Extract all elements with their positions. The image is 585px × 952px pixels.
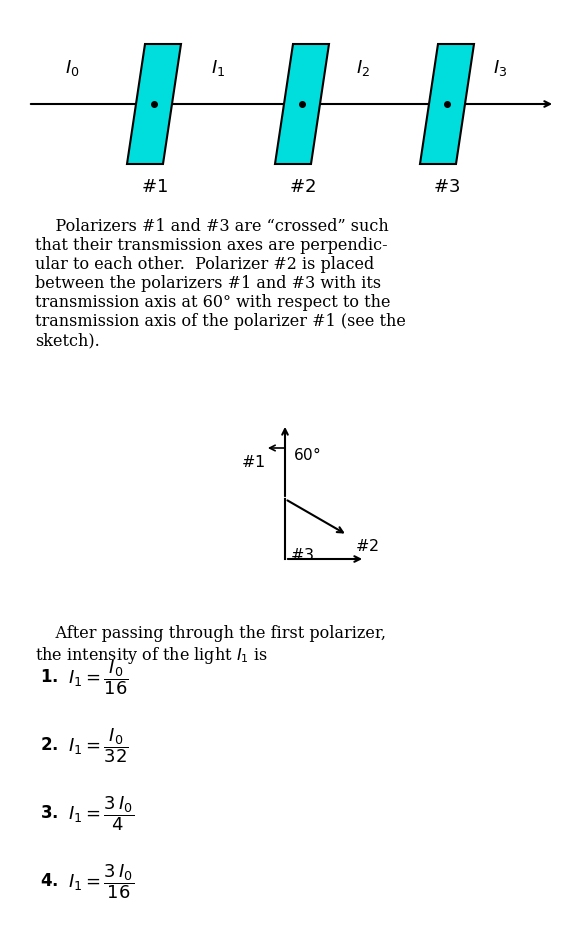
Text: $\#1$: $\#1$	[241, 454, 265, 471]
Text: ular to each other.  Polarizer #2 is placed: ular to each other. Polarizer #2 is plac…	[35, 256, 374, 272]
Text: $I_1 = \dfrac{I_0}{32}$: $I_1 = \dfrac{I_0}{32}$	[68, 726, 129, 764]
Text: that their transmission axes are perpendic-: that their transmission axes are perpend…	[35, 237, 388, 254]
Text: $\#3$: $\#3$	[290, 546, 314, 564]
Text: sketch).: sketch).	[35, 331, 100, 348]
Text: $\#1$: $\#1$	[140, 178, 167, 196]
Text: $I_2$: $I_2$	[356, 58, 370, 78]
Text: between the polarizers #1 and #3 with its: between the polarizers #1 and #3 with it…	[35, 275, 381, 291]
Polygon shape	[275, 45, 329, 165]
Polygon shape	[127, 45, 181, 165]
Text: $\#2$: $\#2$	[288, 178, 315, 196]
Text: $\#2$: $\#2$	[355, 538, 379, 554]
Text: transmission axis at 60° with respect to the: transmission axis at 60° with respect to…	[35, 293, 391, 310]
Polygon shape	[420, 45, 474, 165]
Text: $I_1 = \dfrac{3\,I_0}{16}$: $I_1 = \dfrac{3\,I_0}{16}$	[68, 862, 134, 901]
Text: $\mathbf{3.}$: $\mathbf{3.}$	[40, 804, 58, 822]
Text: $I_0$: $I_0$	[65, 58, 79, 78]
Text: $I_1 = \dfrac{3\,I_0}{4}$: $I_1 = \dfrac{3\,I_0}{4}$	[68, 794, 134, 832]
Text: $\mathbf{2.}$: $\mathbf{2.}$	[40, 737, 58, 754]
Text: the intensity of the light $I_1$ is: the intensity of the light $I_1$ is	[35, 645, 268, 665]
Text: $I_1$: $I_1$	[211, 58, 225, 78]
Text: $I_1 = \dfrac{I_0}{16}$: $I_1 = \dfrac{I_0}{16}$	[68, 658, 129, 697]
Text: $\mathbf{4.}$: $\mathbf{4.}$	[40, 873, 58, 889]
Text: $I_3$: $I_3$	[493, 58, 507, 78]
Text: $\mathbf{1.}$: $\mathbf{1.}$	[40, 669, 58, 685]
Text: $\#3$: $\#3$	[433, 178, 460, 196]
Text: $60°$: $60°$	[293, 446, 321, 463]
Text: transmission axis of the polarizer #1 (see the: transmission axis of the polarizer #1 (s…	[35, 312, 406, 329]
Text: Polarizers #1 and #3 are “crossed” such: Polarizers #1 and #3 are “crossed” such	[35, 218, 389, 235]
Text: After passing through the first polarizer,: After passing through the first polarize…	[35, 625, 386, 642]
